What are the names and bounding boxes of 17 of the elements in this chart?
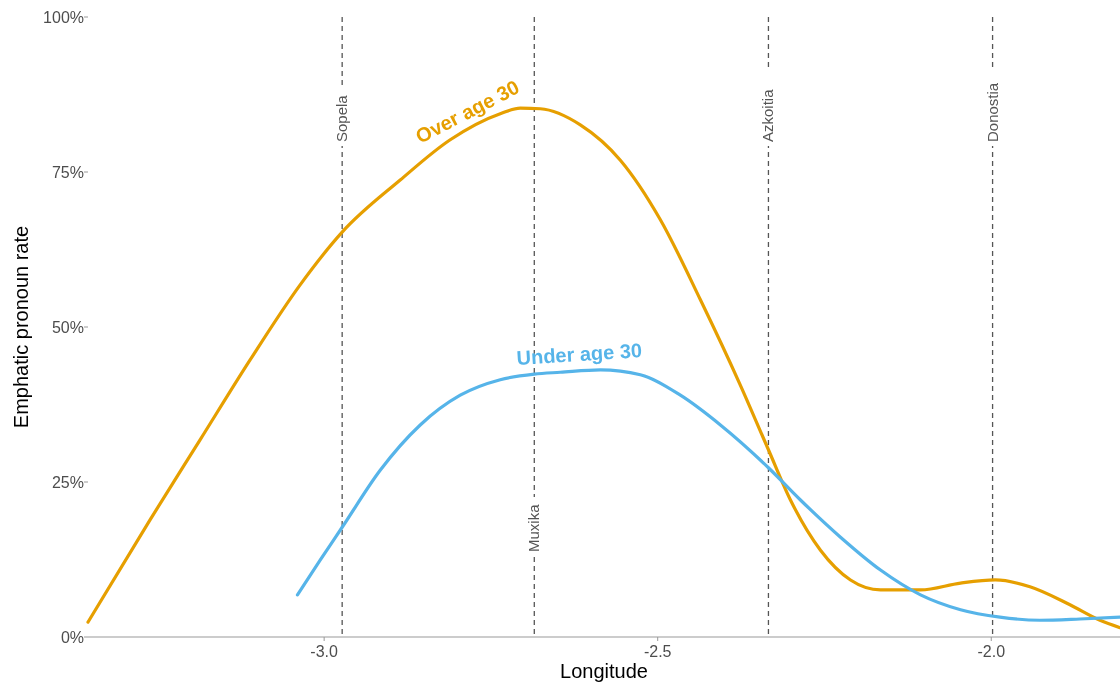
x-tick-label: -3.0 [310,643,339,660]
y-axis-title: Emphatic pronoun rate [10,225,32,429]
y-tick-label: 50% [51,319,84,336]
ref-line-label: Azkoitia [759,88,777,142]
series-label: Under age 30 [515,339,643,369]
text: Over age 30 [412,75,523,148]
y-tick-label: 100% [43,9,84,26]
x-axis-title: Longitude [560,660,648,682]
ref-line-label: Sopela [333,94,351,142]
y-tick-label: 25% [51,474,84,491]
x-tick-label: -2.0 [977,643,1006,660]
ref-line-label: Donostia [983,82,1001,142]
ref-line-label: Muxika [525,503,543,552]
line-series [295,368,1120,622]
y-tick-label: 0% [60,629,84,646]
x-tick-label: -2.5 [643,643,672,660]
y-tick-label: 75% [51,164,84,181]
